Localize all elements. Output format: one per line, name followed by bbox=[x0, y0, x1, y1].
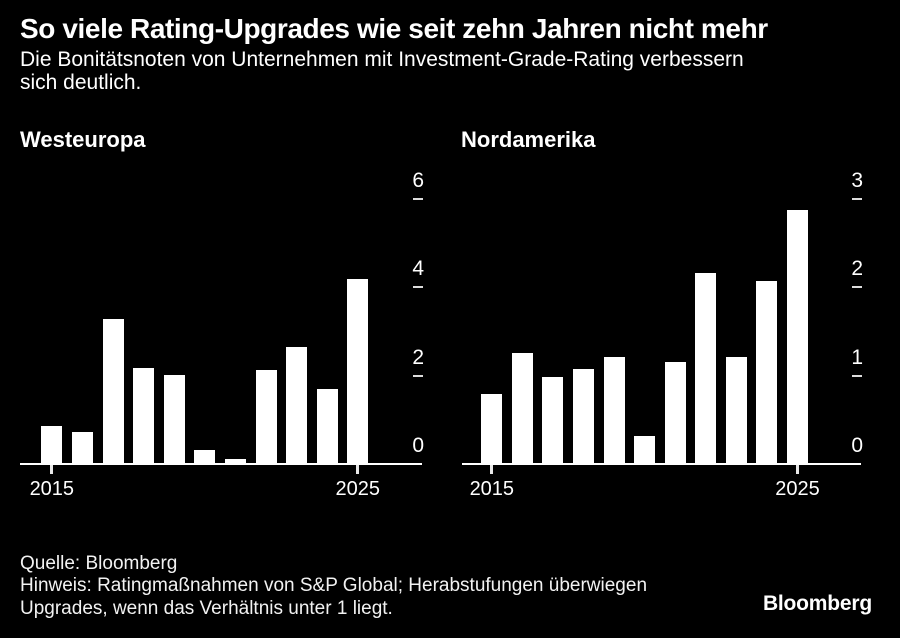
x-tick-label: 2015 bbox=[469, 478, 515, 500]
x-axis-line bbox=[20, 463, 422, 465]
bar-2024 bbox=[756, 281, 778, 464]
bar-2022 bbox=[255, 370, 277, 464]
y-tick-label: 3 bbox=[851, 169, 863, 192]
bloomberg-logo: Bloomberg bbox=[762, 592, 872, 615]
bar-chart-nordamerika: 0 1 2 3 2015 2025 bbox=[462, 170, 863, 500]
bar-2021 bbox=[224, 459, 246, 464]
bar-2020 bbox=[194, 450, 216, 464]
y-tick-label: 2 bbox=[412, 345, 424, 369]
bar-2015 bbox=[41, 426, 63, 464]
source-line: Quelle: Bloomberg bbox=[20, 553, 178, 574]
bar-2017 bbox=[542, 377, 564, 464]
x-tick-label: 2025 bbox=[775, 478, 820, 500]
x-tick-label: 2015 bbox=[29, 478, 75, 500]
bar-2016 bbox=[511, 353, 533, 464]
bar-2020 bbox=[634, 436, 656, 464]
bar-2022 bbox=[695, 273, 717, 464]
y-tick-label: 4 bbox=[412, 257, 424, 281]
bar-2016 bbox=[71, 432, 93, 464]
bar-2023 bbox=[286, 347, 308, 464]
footer-notes: Quelle: Bloomberg Hinweis: Ratingmaßnahm… bbox=[20, 553, 647, 620]
bar-2015 bbox=[481, 394, 503, 464]
bar-2024 bbox=[316, 389, 338, 464]
x-tick-mark bbox=[490, 465, 494, 474]
bar-2018 bbox=[133, 368, 155, 464]
y-tick-label: 6 bbox=[412, 169, 424, 192]
y-tick-mark bbox=[852, 374, 862, 377]
panel-title-nordamerika: Nordamerika bbox=[461, 127, 596, 152]
bar-chart-westeuropa: 0 2 4 6 2015 2025 bbox=[20, 170, 424, 500]
bar-2025 bbox=[347, 279, 369, 464]
subtitle-line-1: Die Bonitätsnoten von Unternehmen mit In… bbox=[20, 48, 744, 71]
x-tick-mark bbox=[50, 465, 54, 474]
y-tick-mark bbox=[413, 374, 423, 377]
x-tick-mark bbox=[796, 465, 799, 474]
y-tick-label: 1 bbox=[851, 345, 863, 369]
x-tick-mark bbox=[356, 465, 360, 474]
bar-2025 bbox=[787, 210, 808, 464]
chart-title: So viele Rating-Upgrades wie seit zehn J… bbox=[20, 13, 768, 44]
y-tick-mark bbox=[413, 286, 423, 289]
y-tick-mark bbox=[852, 286, 862, 289]
y-tick-label: 2 bbox=[851, 257, 863, 281]
bar-2017 bbox=[102, 319, 124, 464]
x-tick-label: 2025 bbox=[335, 478, 381, 500]
bar-2019 bbox=[603, 357, 625, 464]
x-axis-line bbox=[462, 463, 861, 465]
y-tick-label: 0 bbox=[412, 434, 424, 457]
bar-2021 bbox=[664, 362, 686, 464]
chart-subtitle: Die Bonitätsnoten von Unternehmen mit In… bbox=[20, 48, 744, 94]
y-tick-mark bbox=[852, 198, 862, 200]
bar-2019 bbox=[163, 375, 185, 464]
note-line-1: Hinweis: Ratingmaßnahmen von S&P Global;… bbox=[20, 575, 648, 597]
bar-2023 bbox=[725, 357, 747, 464]
y-tick-mark bbox=[413, 198, 423, 200]
subtitle-line-2: sich deutlich. bbox=[20, 70, 142, 94]
y-tick-label: 0 bbox=[851, 434, 863, 457]
note-line-2: Upgrades, wenn das Verhältnis unter 1 li… bbox=[20, 597, 393, 619]
panel-title-westeuropa: Westeuropa bbox=[20, 127, 146, 152]
bar-2018 bbox=[573, 369, 594, 464]
